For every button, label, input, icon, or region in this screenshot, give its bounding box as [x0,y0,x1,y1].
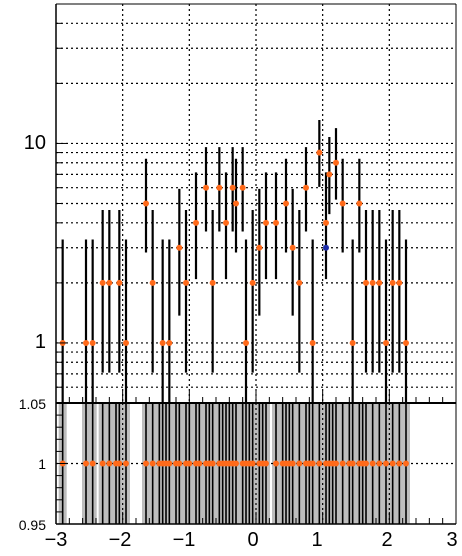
ratio-point-28 [233,460,239,467]
main-point-11 [176,244,183,251]
ratio-y-tick-label-1: 1 [38,456,46,472]
ratio-point-41 [296,460,303,467]
ratio-axes [55,402,457,525]
main-point-9 [159,339,166,346]
main-point-34 [333,159,339,166]
main-point-22 [249,279,256,286]
ratio-point-9 [149,460,156,467]
ratio-point-19 [196,460,203,467]
main-point-32 [323,219,329,226]
x-tick-label-2: 2 [381,529,392,551]
main-point-1 [83,339,89,346]
main-point-38 [363,279,369,286]
x-tick-label-m2: −2 [109,529,132,551]
main-point-10 [166,339,173,346]
x-tick-label-1: 1 [311,529,322,551]
ratio-point-7 [123,460,129,467]
main-point-16 [216,184,223,191]
ratio-point-2 [89,460,96,467]
ratio-y-tick-label-095: 0.95 [19,517,46,533]
ratio-panel: 0.95 1 1.05 −3 −2 −1 0 1 2 3 [19,396,458,551]
main-point-29 [303,184,309,191]
ratio-point-52 [349,460,356,467]
main-point-33 [326,171,333,178]
main-panel: 1 10 [24,3,457,404]
x-tick-label-3: 3 [446,529,457,551]
main-point-12 [183,279,189,286]
ratio-point-32 [249,460,256,467]
ratio-point-40 [289,460,296,467]
main-point-41 [383,339,389,346]
main-grid [56,4,456,403]
ratio-point-56 [369,460,376,467]
x-tick-label-m1: −1 [173,529,196,551]
ratio-point-13 [166,460,173,467]
main-point-28 [296,279,303,286]
ratio-point-50 [339,460,346,467]
main-point-25 [273,219,279,226]
ratio-point-55 [363,460,369,467]
main-point-14 [203,184,209,191]
main-point-blue-0 [323,244,329,251]
main-point-42 [389,279,396,286]
ratio-point-57 [376,460,383,467]
ratio-point-17 [186,460,193,467]
ratio-point-44 [309,460,316,467]
ratio-y-tick-label-105: 1.05 [19,396,46,412]
ratio-point-36 [273,460,279,467]
ratio-point-22 [209,460,216,467]
main-point-19 [233,200,239,207]
main-point-3 [99,279,106,286]
main-y-tick-label-1: 1 [35,331,46,353]
main-point-23 [256,244,263,251]
main-point-13 [193,219,199,226]
ratio-tick-labels: 0.95 1 1.05 −3 −2 −1 0 1 2 3 [19,396,458,551]
main-point-40 [376,279,383,286]
x-tick-label-0: 0 [247,529,258,551]
main-point-21 [243,339,249,346]
ratio-point-49 [333,460,339,467]
ratio-point-1 [83,460,89,467]
main-point-24 [263,219,269,226]
main-point-6 [123,339,129,346]
main-point-15 [209,279,216,286]
ratio-point-59 [389,460,396,467]
main-error-bars [61,119,408,403]
ratio-point-60 [396,460,403,467]
main-point-31 [316,149,323,156]
ratio-point-45 [316,460,323,467]
main-point-43 [396,279,403,286]
main-point-39 [369,279,376,286]
main-point-37 [356,200,363,207]
main-point-44 [403,339,409,346]
main-points [59,149,409,346]
ratio-point-15 [176,460,183,467]
ratio-point-4 [106,460,113,467]
x-tick-label-m3: −3 [45,529,68,551]
ratio-point-35 [263,460,269,467]
main-y-tick-label-10: 10 [24,132,46,154]
main-tick-labels: 1 10 [24,132,46,353]
main-point-30 [309,339,316,346]
main-point-20 [239,184,246,191]
main-point-2 [89,339,96,346]
main-point-18 [229,184,236,191]
main-point-17 [223,219,229,226]
ratio-point-3 [99,460,106,467]
main-point-36 [349,339,356,346]
ratio-points [59,460,409,467]
ratio-point-8 [143,460,149,467]
ratio-point-58 [383,460,389,467]
ratio-point-6 [116,460,123,467]
main-point-26 [283,200,289,207]
main-point-27 [289,244,296,251]
main-point-4 [106,279,113,286]
main-point-8 [149,279,156,286]
main-point-5 [116,279,123,286]
ratio-point-61 [403,460,409,467]
main-point-7 [143,200,149,207]
main-point-35 [339,200,346,207]
